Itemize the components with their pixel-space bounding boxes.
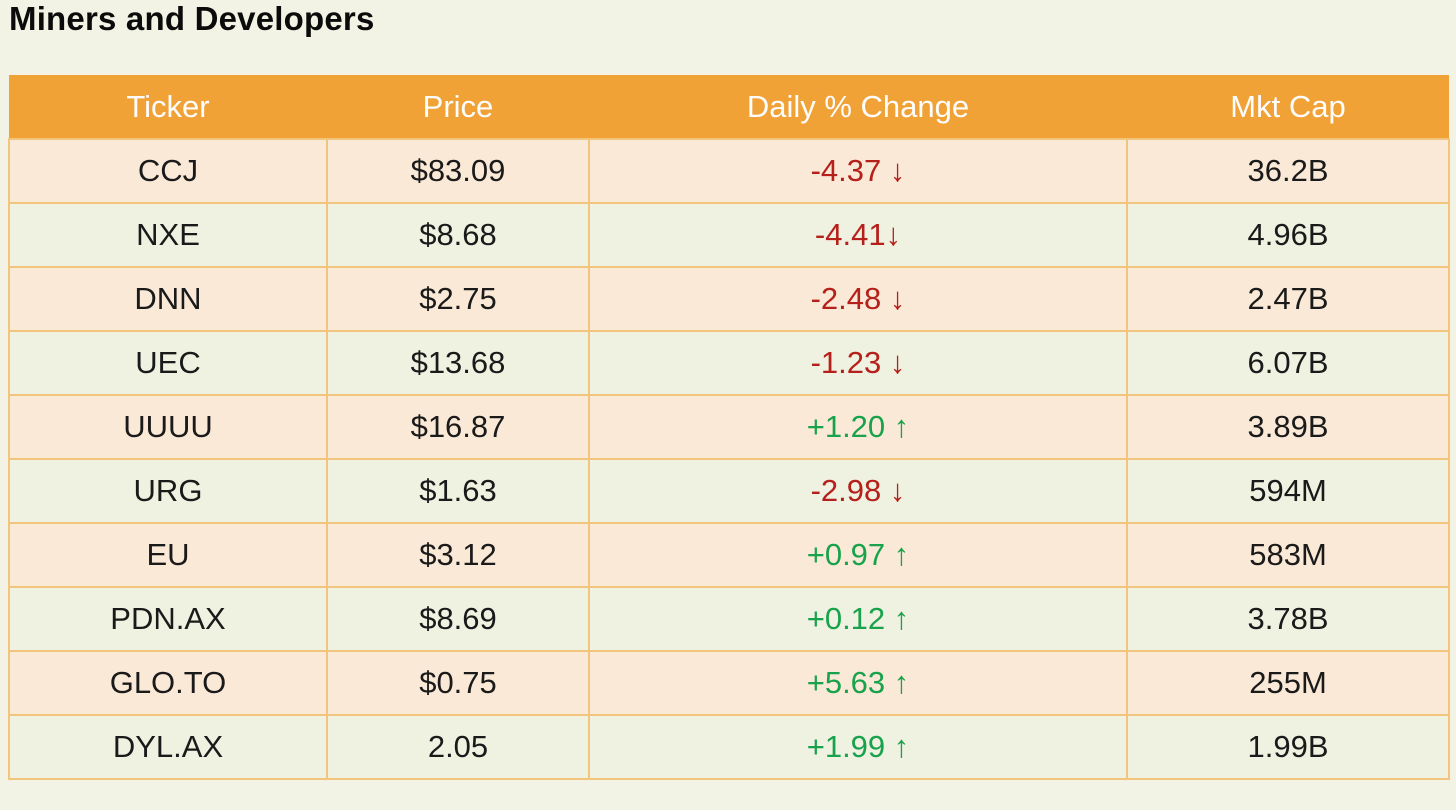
change-value: +5.63: [806, 665, 894, 700]
down-arrow-icon: ↓: [885, 217, 902, 252]
daily-change-cell: -4.37 ↓: [588, 138, 1128, 204]
change-value: +0.12: [806, 601, 894, 636]
mktcap-cell: 2.47B: [1126, 266, 1450, 332]
up-arrow-icon: ↑: [893, 601, 910, 636]
price-cell: $3.12: [326, 522, 590, 588]
price-cell: $13.68: [326, 330, 590, 396]
table-header: Ticker Price Daily % Change Mkt Cap: [9, 75, 1449, 139]
mktcap-cell: 3.78B: [1126, 586, 1450, 652]
table-row: PDN.AX $8.69 +0.12 ↑ 3.78B: [8, 586, 1450, 652]
page-title: Miners and Developers: [9, 0, 375, 37]
up-arrow-icon: ↑: [893, 729, 910, 764]
ticker-cell: UUUU: [8, 394, 328, 460]
table-row: DYL.AX 2.05 +1.99 ↑ 1.99B: [8, 714, 1450, 780]
daily-change-cell: +1.99 ↑: [588, 714, 1128, 780]
daily-change-cell: +0.12 ↑: [588, 586, 1128, 652]
table-row: UEC $13.68 -1.23 ↓ 6.07B: [8, 330, 1450, 396]
table-body: CCJ $83.09 -4.37 ↓ 36.2B NXE $8.68 -4.41↓ 4.96B…: [8, 138, 1450, 780]
change-value: -1.23: [810, 345, 890, 380]
price-cell: $83.09: [326, 138, 590, 204]
ticker-cell: URG: [8, 458, 328, 524]
mktcap-cell: 255M: [1126, 650, 1450, 716]
price-cell: 2.05: [326, 714, 590, 780]
column-header-price: Price: [327, 75, 589, 139]
daily-change-cell: +0.97 ↑: [588, 522, 1128, 588]
change-value: -4.41: [814, 217, 886, 252]
change-value: +0.97: [806, 537, 894, 572]
table-row: URG $1.63 -2.98 ↓ 594M: [8, 458, 1450, 524]
daily-change-cell: -2.48 ↓: [588, 266, 1128, 332]
header-row: Ticker Price Daily % Change Mkt Cap: [9, 75, 1449, 139]
mktcap-cell: 36.2B: [1126, 138, 1450, 204]
price-cell: $2.75: [326, 266, 590, 332]
up-arrow-icon: ↑: [893, 409, 910, 444]
table-row: DNN $2.75 -2.48 ↓ 2.47B: [8, 266, 1450, 332]
change-value: -4.37: [810, 153, 890, 188]
price-cell: $8.68: [326, 202, 590, 268]
table-row: GLO.TO $0.75 +5.63 ↑ 255M: [8, 650, 1450, 716]
price-cell: $1.63: [326, 458, 590, 524]
daily-change-cell: -1.23 ↓: [588, 330, 1128, 396]
price-cell: $16.87: [326, 394, 590, 460]
change-value: -2.98: [810, 473, 890, 508]
daily-change-cell: +5.63 ↑: [588, 650, 1128, 716]
daily-change-cell: -4.41↓: [588, 202, 1128, 268]
ticker-cell: PDN.AX: [8, 586, 328, 652]
table-row: EU $3.12 +0.97 ↑ 583M: [8, 522, 1450, 588]
mktcap-cell: 4.96B: [1126, 202, 1450, 268]
down-arrow-icon: ↓: [889, 281, 906, 316]
price-cell: $0.75: [326, 650, 590, 716]
ticker-cell: EU: [8, 522, 328, 588]
change-value: -2.48: [810, 281, 890, 316]
daily-change-cell: -2.98 ↓: [588, 458, 1128, 524]
down-arrow-icon: ↓: [889, 473, 906, 508]
ticker-cell: CCJ: [8, 138, 328, 204]
table-row: UUUU $16.87 +1.20 ↑ 3.89B: [8, 394, 1450, 460]
quotes-table: Ticker Price Daily % Change Mkt Cap CCJ $…: [8, 75, 1450, 780]
up-arrow-icon: ↑: [893, 537, 910, 572]
down-arrow-icon: ↓: [889, 345, 906, 380]
ticker-cell: GLO.TO: [8, 650, 328, 716]
mktcap-cell: 3.89B: [1126, 394, 1450, 460]
ticker-cell: DYL.AX: [8, 714, 328, 780]
ticker-cell: UEC: [8, 330, 328, 396]
column-header-change: Daily % Change: [589, 75, 1127, 139]
column-header-mktcap: Mkt Cap: [1127, 75, 1449, 139]
mktcap-cell: 583M: [1126, 522, 1450, 588]
table-row: CCJ $83.09 -4.37 ↓ 36.2B: [8, 138, 1450, 204]
quotes-table-container: Ticker Price Daily % Change Mkt Cap CCJ $…: [8, 75, 1450, 780]
price-cell: $8.69: [326, 586, 590, 652]
table-row: NXE $8.68 -4.41↓ 4.96B: [8, 202, 1450, 268]
change-value: +1.99: [806, 729, 894, 764]
up-arrow-icon: ↑: [893, 665, 910, 700]
column-header-ticker: Ticker: [9, 75, 327, 139]
daily-change-cell: +1.20 ↑: [588, 394, 1128, 460]
ticker-cell: DNN: [8, 266, 328, 332]
change-value: +1.20: [806, 409, 894, 444]
ticker-cell: NXE: [8, 202, 328, 268]
mktcap-cell: 1.99B: [1126, 714, 1450, 780]
down-arrow-icon: ↓: [889, 153, 906, 188]
mktcap-cell: 594M: [1126, 458, 1450, 524]
mktcap-cell: 6.07B: [1126, 330, 1450, 396]
